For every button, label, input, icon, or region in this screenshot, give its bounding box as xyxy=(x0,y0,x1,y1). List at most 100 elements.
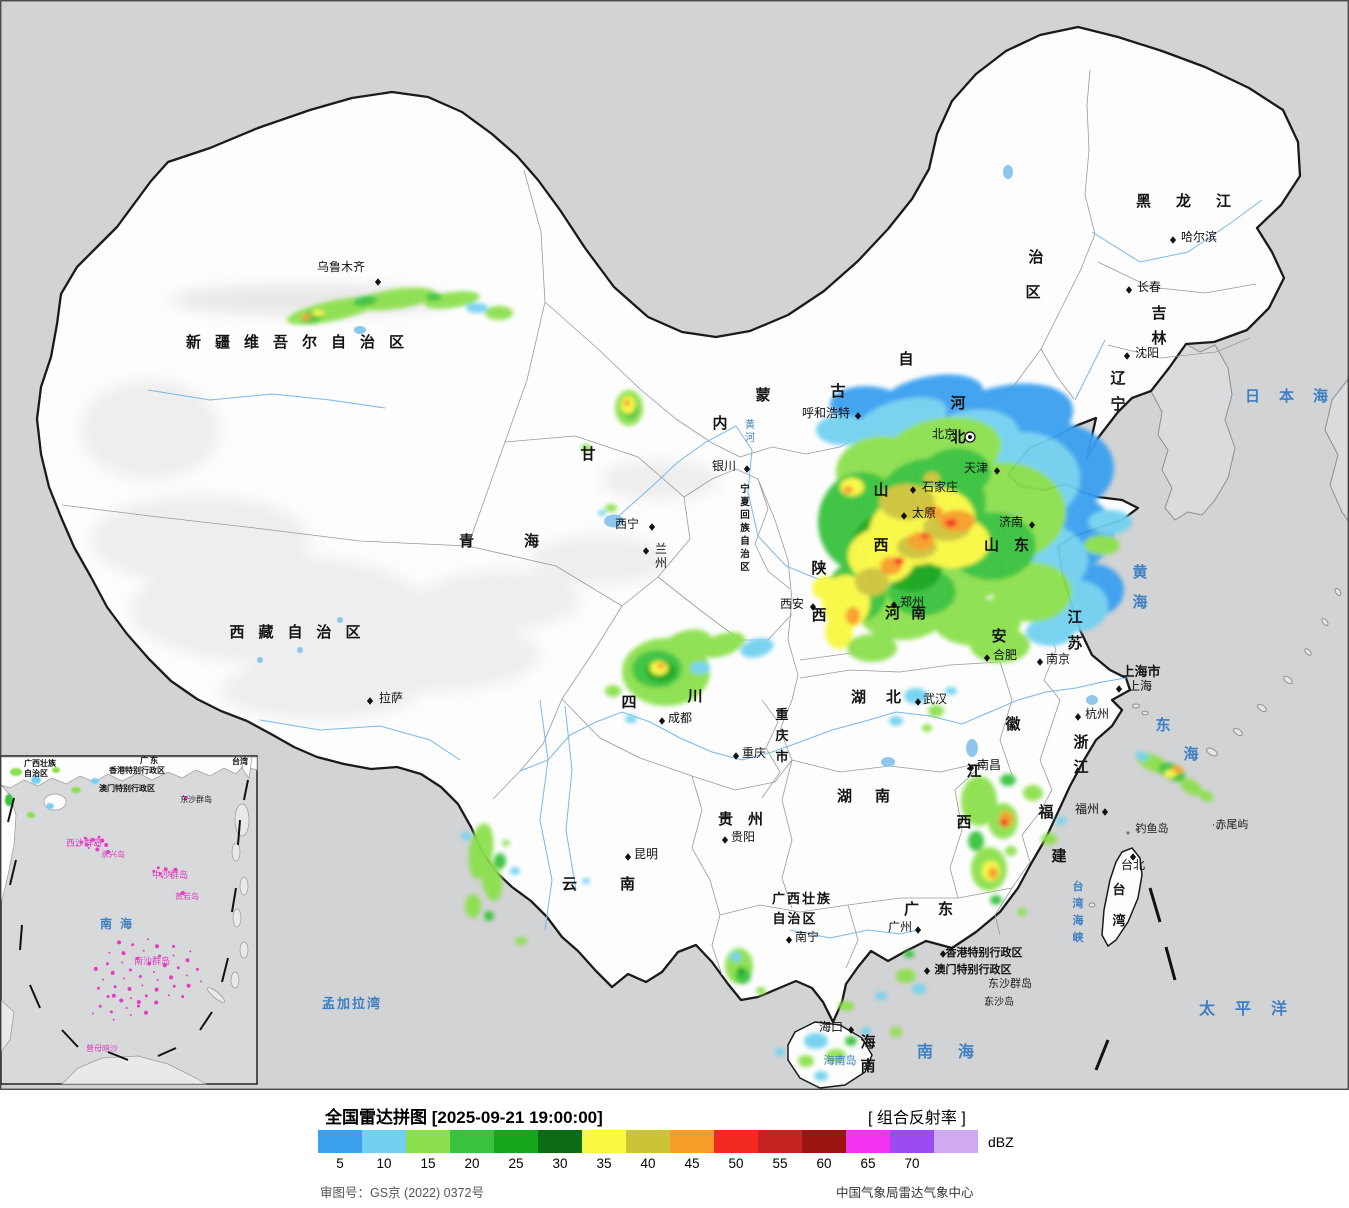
city-label: 郑州 xyxy=(900,594,924,609)
legend-value: 70 xyxy=(904,1156,920,1171)
island-dot xyxy=(105,962,109,966)
radar-echo xyxy=(624,399,630,407)
radar-echo xyxy=(605,504,617,512)
map-label: 台湾海峡 xyxy=(1073,879,1085,944)
radar-echo xyxy=(461,832,471,840)
city-label: 合肥 xyxy=(993,647,1017,662)
legend-value-row: 5 10 15 20 25 30 35 40 45 50 55 60 65 70 xyxy=(318,1156,978,1171)
island-dot xyxy=(93,966,98,971)
island-dot xyxy=(158,872,162,875)
island-dot xyxy=(158,954,162,958)
radar-echo xyxy=(894,557,904,565)
island-dot xyxy=(162,963,167,968)
radar-echo xyxy=(816,415,868,445)
map-label: 古 xyxy=(830,382,845,400)
map-label: 黄岩岛 xyxy=(175,891,199,901)
legend-value: 40 xyxy=(640,1156,656,1171)
map-label: 钓鱼岛 xyxy=(1136,821,1169,835)
legend-swatch xyxy=(934,1130,978,1153)
island-dot xyxy=(141,984,144,987)
radar-echo xyxy=(605,685,621,697)
city-label: 济南 xyxy=(999,514,1023,529)
island-dot xyxy=(184,796,188,800)
legend-unit: dBZ xyxy=(988,1134,1014,1150)
legend-swatch xyxy=(450,1130,494,1153)
inset-island-dots xyxy=(76,796,203,1021)
map-label: 澳门特别行政区 xyxy=(99,783,155,793)
radar-echo xyxy=(961,776,997,826)
radar-echo xyxy=(91,778,99,784)
radar-echo xyxy=(5,794,13,806)
inset-borneo xyxy=(61,1055,208,1085)
taiwan-island xyxy=(1101,847,1143,948)
radar-echo xyxy=(71,787,81,793)
legend-swatch xyxy=(670,1130,714,1153)
boundary-dash xyxy=(1164,946,1177,981)
boundary-dash xyxy=(9,859,17,886)
city-label: 南京 xyxy=(1046,651,1070,666)
legend-value: 20 xyxy=(464,1156,480,1171)
city-label: 西安 xyxy=(780,596,804,611)
boundary-dash xyxy=(19,924,23,951)
island-dot xyxy=(85,843,89,847)
city-marker-icon xyxy=(909,486,917,494)
legend-swatch xyxy=(802,1130,846,1153)
boundary-dash xyxy=(1094,1039,1110,1071)
map-label: 江苏 xyxy=(1067,608,1082,652)
island-dot xyxy=(119,998,124,1003)
radar-echo-layer xyxy=(286,287,1214,1081)
island-dot xyxy=(156,979,159,982)
boundary-dash xyxy=(237,819,241,846)
radar-echo xyxy=(843,486,853,494)
radar-echo xyxy=(908,532,934,550)
legend-swatch xyxy=(758,1130,802,1153)
legend-swatch xyxy=(318,1130,362,1153)
island-dot xyxy=(125,1007,128,1009)
legend-value: 35 xyxy=(596,1156,612,1171)
city-marker-icon xyxy=(743,465,751,473)
map-label: 东 xyxy=(1155,716,1170,734)
island-dot xyxy=(172,944,176,948)
map-label: 重庆市 xyxy=(774,707,788,764)
radar-echo xyxy=(904,688,928,704)
radar-echo xyxy=(925,506,943,518)
radar-echo xyxy=(798,1055,814,1067)
radar-echo xyxy=(1017,908,1027,916)
legend-panel: 全国雷达拼图 [2025-09-21 19:00:00] [ 组合反射率 ] d… xyxy=(0,1090,1349,1208)
island-dot xyxy=(111,993,116,998)
city-label: 北京 xyxy=(932,427,956,441)
island-dot xyxy=(136,1000,141,1004)
city-label: 杭州 xyxy=(1085,706,1109,721)
map-label: 内 xyxy=(712,414,727,432)
island-dot xyxy=(106,850,110,854)
city-label: 哈尔滨 xyxy=(1181,229,1217,244)
radar-echo xyxy=(1180,778,1202,796)
city-label: 台北 xyxy=(1121,857,1145,872)
map-label: 东沙群岛 xyxy=(988,976,1032,990)
map-label: 东沙岛 xyxy=(984,995,1014,1008)
map-label: 湖北 xyxy=(851,689,921,706)
island-dot xyxy=(100,838,105,843)
island-dot xyxy=(87,847,90,849)
radar-echo xyxy=(731,952,741,962)
boundary-dash xyxy=(61,1029,79,1048)
radar-echo xyxy=(924,472,940,484)
island-dot xyxy=(122,977,125,980)
legend-value: 60 xyxy=(816,1156,832,1171)
city-label: 石家庄 xyxy=(922,479,958,494)
radar-echo xyxy=(968,831,984,851)
boundary-dash xyxy=(7,797,15,823)
inset-frame xyxy=(0,755,258,1085)
inset-dash-layer xyxy=(7,779,249,1061)
radar-echo xyxy=(970,627,1030,663)
radar-echo xyxy=(814,1071,828,1081)
map-area: 新疆维吾尔自治区 西藏自治区 青海甘内蒙古自治区宁夏回族自治区 陕西 山西 河北 山东 河南安… xyxy=(0,0,1349,1090)
island-dot xyxy=(185,958,190,963)
legend-value xyxy=(934,1156,978,1171)
boundary-dash xyxy=(243,779,249,801)
city-label: 长春 xyxy=(1137,280,1161,294)
inset-echo-layer xyxy=(5,767,99,818)
city: 天津 xyxy=(964,461,1001,475)
map-label: 蒙 xyxy=(755,386,770,404)
page-title: 全国雷达拼图 [2025-09-21 19:00:00] xyxy=(325,1108,603,1127)
